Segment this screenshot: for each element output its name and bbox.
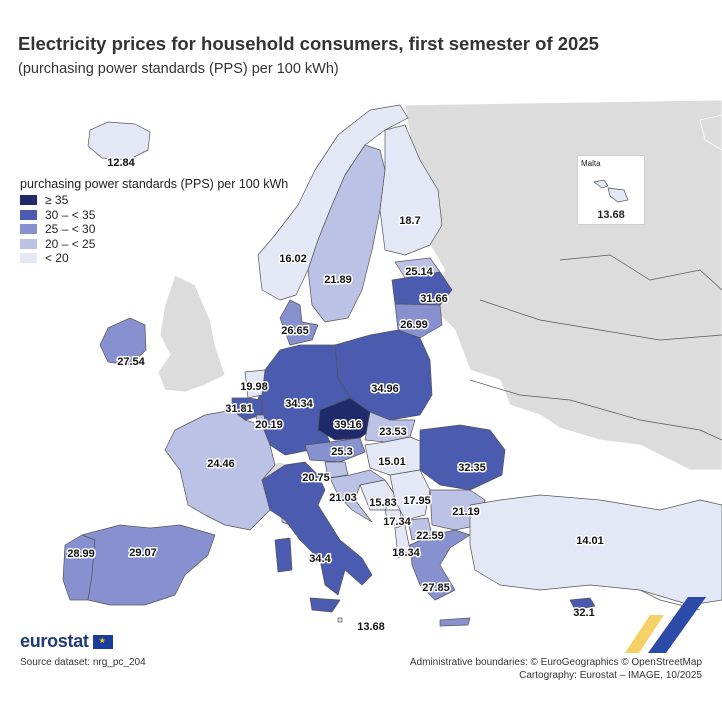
ireland-shape: [99, 317, 147, 366]
finland-shape: [379, 124, 443, 256]
value-label: 18.34: [392, 547, 420, 559]
serbia-shape: [389, 469, 431, 521]
value-label: 21.03: [329, 492, 357, 504]
value-label: 14.01: [576, 535, 604, 547]
albania-shape: [394, 524, 411, 559]
value-label: 34.96: [371, 383, 399, 395]
malta-mainland-shape: [337, 617, 343, 623]
attribution-boundaries: Administrative boundaries: © EuroGeograp…: [409, 657, 702, 668]
value-label: 16.02: [279, 253, 307, 265]
legend-label: 25 – < 30: [45, 222, 96, 237]
montenegro-shape: [384, 509, 403, 526]
non-eu-borders: [469, 254, 722, 611]
croatia-shape: [329, 469, 386, 523]
value-label: 26.99: [400, 319, 428, 331]
value-label: 31.81: [225, 403, 253, 415]
value-label: 21.19: [452, 506, 480, 518]
bosnia-shape: [359, 479, 396, 511]
value-label: 28.99: [67, 548, 95, 560]
value-label: 34.4: [309, 553, 331, 565]
netherlands-shape: [244, 369, 266, 399]
legend-label: < 20: [45, 251, 69, 266]
crete-shape: [439, 617, 471, 627]
decorative-stripes: [625, 597, 706, 653]
value-label: 23.53: [379, 426, 407, 438]
spain-shape: [81, 524, 216, 606]
legend-item: < 20: [20, 251, 288, 266]
cyprus-shape: [569, 597, 596, 611]
page-subtitle: (purchasing power standards (PPS) per 10…: [18, 61, 339, 77]
value-label: 31.66: [420, 293, 448, 305]
source-note: Source dataset: nrg_pc_204: [20, 657, 146, 668]
value-label: 27.85: [422, 582, 450, 594]
legend-swatch: [20, 253, 37, 264]
eu-flag-icon: [92, 634, 113, 649]
value-labels: 12.84 16.02 21.89 18.7 25.14 31.66 26.99…: [66, 156, 606, 635]
value-label: 34.34: [285, 398, 313, 410]
value-label: 39.16: [334, 419, 362, 431]
value-label: 21.89: [324, 274, 352, 286]
legend-swatch: [20, 209, 37, 220]
logo-text: eurostat: [20, 631, 89, 651]
iceland-shape: [87, 121, 151, 161]
value-label: 17.34: [383, 516, 411, 528]
value-label: 19.98: [240, 381, 268, 393]
value-label: 15.83: [369, 497, 397, 509]
legend-swatch: [20, 195, 37, 206]
legend-item: 20 – < 25: [20, 237, 288, 252]
value-label: 25.14: [405, 266, 433, 278]
value-label: 32.35: [458, 462, 486, 474]
turkiye-shape: [469, 494, 722, 606]
value-label: 27.54: [117, 356, 145, 368]
value-label: 20.19: [255, 419, 283, 431]
value-label: 12.84: [107, 157, 135, 169]
eurostat-logo: eurostat: [20, 631, 113, 652]
legend-label: 20 – < 25: [45, 236, 96, 251]
sicily-shape: [309, 597, 341, 613]
value-label: 20.75: [302, 472, 330, 484]
italy-shape: [261, 461, 373, 596]
value-label: 15.01: [378, 456, 406, 468]
lithuania-shape: [394, 303, 443, 339]
legend-swatch: [20, 238, 37, 249]
value-label: 26.65: [281, 325, 309, 337]
austria-shape: [304, 437, 366, 463]
attribution-cartography: Cartography: Eurostat – IMAGE, 10/2025: [519, 670, 702, 681]
country-shapes: [62, 104, 722, 627]
greece-shape: [409, 529, 471, 601]
value-label: 29.07: [129, 547, 157, 559]
page-title: Electricity prices for household consume…: [18, 33, 599, 54]
legend-item: ≥ 35: [20, 193, 288, 208]
malta-inset-map: [593, 179, 629, 203]
romania-shape: [419, 424, 506, 491]
denmark-shape: [279, 299, 319, 346]
malta-inset: Malta 13.68: [577, 155, 645, 225]
value-label: 13.68: [357, 621, 385, 633]
legend-label: ≥ 35: [45, 193, 69, 208]
legend-item: 30 – < 35: [20, 208, 288, 223]
legend-item: 25 – < 30: [20, 222, 288, 237]
legend-label: 30 – < 35: [45, 207, 96, 222]
sardinia-shape: [274, 537, 293, 573]
value-label: 24.46: [207, 458, 235, 470]
value-label: 32.1: [573, 607, 594, 619]
value-label: 22.59: [416, 530, 444, 542]
inset-value: 13.68: [597, 209, 625, 221]
legend: purchasing power standards (PPS) per 100…: [20, 177, 288, 266]
value-label: 25.3: [331, 446, 352, 458]
legend-title: purchasing power standards (PPS) per 100…: [20, 177, 289, 191]
value-label: 17.95: [403, 495, 431, 507]
inset-title: Malta: [581, 159, 601, 168]
value-label: 18.7: [399, 215, 420, 227]
legend-swatch: [20, 224, 37, 235]
